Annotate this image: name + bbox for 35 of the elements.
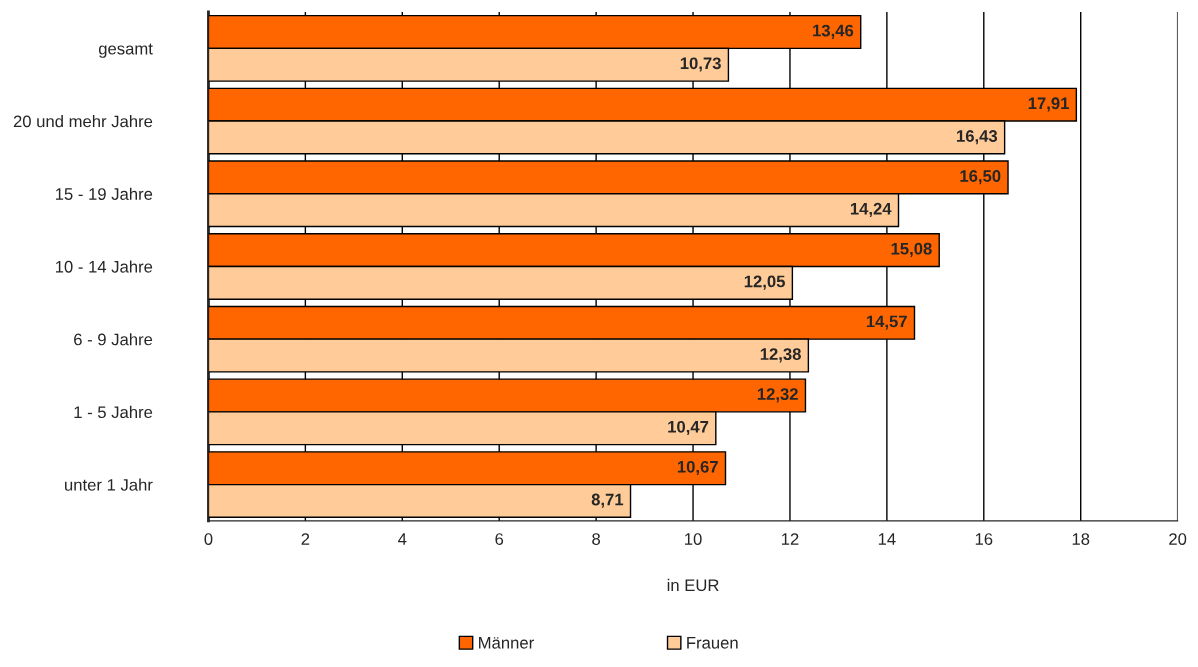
data-label: 12,05: [744, 275, 785, 290]
data-label: 17,91: [1028, 97, 1069, 112]
x-tick-label: 6: [495, 533, 504, 545]
x-tick-label: 8: [592, 533, 601, 545]
data-label: 12,38: [760, 348, 801, 363]
data-label: 10,67: [677, 460, 718, 476]
x-tick-label: 18: [1072, 533, 1090, 545]
y-tick-label: 6 - 9 Jahre: [74, 333, 153, 346]
data-label: 14,24: [850, 202, 892, 218]
data-label: 16,50: [960, 170, 1001, 185]
x-tick-label: 20: [1169, 533, 1187, 545]
x-tick-label: 16: [975, 533, 993, 545]
x-axis-title: in EUR: [667, 578, 719, 592]
data-label: 15,08: [891, 242, 932, 257]
y-tick-label: unter 1 Jahr: [65, 478, 153, 491]
y-tick-label: 10 - 14 Jahre: [55, 260, 153, 273]
data-label: 8,71: [591, 493, 624, 508]
y-tick-label: 15 - 19 Jahre: [55, 187, 153, 200]
y-tick-label: 1 - 5 Jahre: [74, 405, 153, 419]
y-tick-label: 20 und mehr Jahre: [13, 115, 153, 128]
data-label: 16,43: [957, 130, 998, 145]
x-tick-label: 0: [204, 533, 213, 545]
legend-label: Frauen: [687, 637, 738, 649]
data-label: 10,47: [668, 420, 709, 436]
data-label: 14,57: [866, 315, 907, 330]
data-label: 13,46: [813, 24, 854, 39]
x-tick-label: 2: [301, 533, 310, 545]
y-tick-label: gesamt: [98, 43, 153, 58]
x-tick-label: 14: [878, 533, 896, 545]
data-label: 12,32: [757, 388, 798, 403]
x-tick-label: 4: [398, 533, 407, 545]
x-tick-label: 12: [781, 533, 799, 545]
data-label: 10,73: [680, 57, 721, 72]
legend-label: Männer: [479, 637, 534, 649]
x-tick-label: 10: [685, 533, 702, 545]
